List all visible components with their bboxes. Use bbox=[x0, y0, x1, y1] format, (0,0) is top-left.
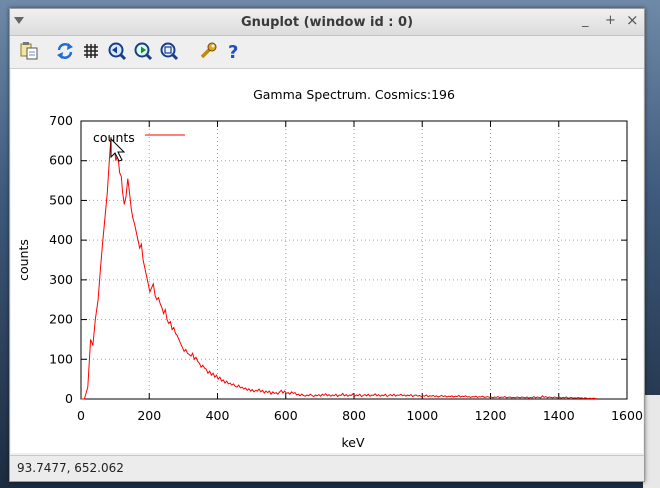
background-panel bbox=[643, 395, 660, 488]
grid-icon[interactable] bbox=[81, 41, 101, 61]
x-tick-label: 1000 bbox=[406, 408, 438, 423]
window-menu-icon[interactable] bbox=[14, 17, 24, 24]
options-icon[interactable] bbox=[198, 41, 218, 61]
plot-canvas[interactable]: Gamma Spectrum. Cosmics:196 0 200 400 600 80… bbox=[11, 69, 643, 453]
y-tick-label: 0 bbox=[65, 391, 73, 406]
x-tick-label: 1400 bbox=[543, 408, 575, 423]
x-tick-label: 800 bbox=[342, 408, 366, 423]
axis-ticks: 0 200 400 600 800 1000 1200 1400 1600 0 100 200 300 4… bbox=[49, 113, 643, 423]
y-tick-label: 300 bbox=[49, 272, 73, 287]
toolbar: ? bbox=[10, 36, 644, 69]
legend-label: counts bbox=[93, 130, 135, 145]
previous-zoom-icon[interactable] bbox=[107, 41, 127, 61]
maximize-button[interactable]: + bbox=[605, 13, 616, 28]
gamma-spectrum-chart[interactable]: Gamma Spectrum. Cosmics:196 0 200 400 600 80… bbox=[11, 69, 643, 453]
y-tick-label: 400 bbox=[49, 232, 73, 247]
chart-title: Gamma Spectrum. Cosmics:196 bbox=[253, 87, 455, 102]
copy-to-clipboard-icon[interactable] bbox=[19, 41, 39, 61]
y-axis-label: counts bbox=[16, 239, 31, 281]
x-tick-label: 400 bbox=[206, 408, 230, 423]
cursor-coordinates: 93.7477, 652.062 bbox=[17, 461, 124, 475]
x-tick-label: 600 bbox=[274, 408, 298, 423]
y-tick-label: 500 bbox=[49, 192, 73, 207]
status-bar: 93.7477, 652.062 bbox=[10, 455, 644, 481]
title-bar[interactable]: Gnuplot (window id : 0) _ + × bbox=[10, 9, 644, 36]
autoscale-icon[interactable] bbox=[159, 41, 179, 61]
y-tick-label: 600 bbox=[49, 153, 73, 168]
window-title: Gnuplot (window id : 0) bbox=[240, 15, 414, 30]
close-button[interactable]: × bbox=[626, 11, 639, 29]
replot-icon[interactable] bbox=[55, 41, 75, 61]
y-tick-label: 700 bbox=[49, 113, 73, 128]
x-tick-label: 1200 bbox=[475, 408, 507, 423]
x-tick-label: 1600 bbox=[611, 408, 643, 423]
x-tick-label: 200 bbox=[137, 408, 161, 423]
minimize-button[interactable]: _ bbox=[582, 13, 589, 28]
y-tick-label: 200 bbox=[49, 312, 73, 327]
grid-lines bbox=[81, 121, 627, 399]
svg-text:?: ? bbox=[228, 42, 238, 61]
x-tick-label: 0 bbox=[77, 408, 85, 423]
y-tick-label: 100 bbox=[49, 351, 73, 366]
gnuplot-window: Gnuplot (window id : 0) _ + × bbox=[9, 8, 645, 482]
mouse-cursor-icon bbox=[110, 137, 126, 162]
help-icon[interactable]: ? bbox=[224, 41, 244, 61]
x-axis-label: keV bbox=[341, 435, 364, 450]
series-counts-line bbox=[81, 136, 597, 400]
next-zoom-icon[interactable] bbox=[133, 41, 153, 61]
